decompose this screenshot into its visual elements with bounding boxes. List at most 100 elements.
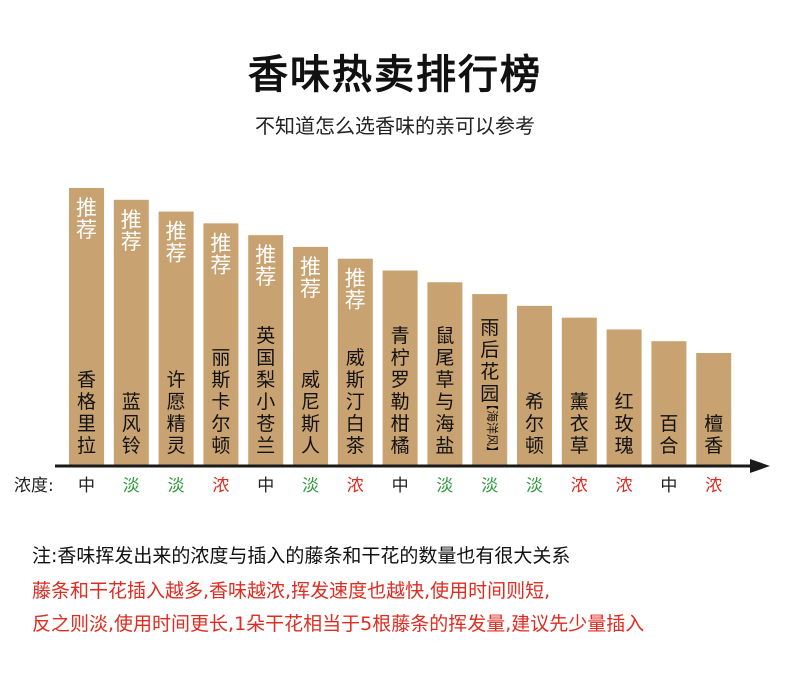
note-line-1: 注:香味挥发出来的浓度与插入的藤条和干花的数量也有很大关系 (32, 545, 571, 567)
category-label-char: 汀 (346, 391, 365, 413)
category-label-char: 拉 (77, 435, 96, 457)
category-label-char: 灵 (167, 435, 186, 457)
concentration-label: 淡 (526, 476, 543, 496)
recommend-tag-char: 荐 (255, 265, 276, 289)
bar (293, 246, 328, 465)
category-label-char: 威 (346, 347, 365, 369)
concentration-label: 浓 (347, 476, 364, 496)
category-label-char: 尾 (435, 347, 454, 369)
category-label-char: 威 (301, 369, 320, 391)
recommend-tag-char: 推 (210, 231, 231, 255)
bar (337, 258, 373, 465)
concentration-axis-label: 浓度: (14, 476, 54, 496)
bar (427, 282, 463, 465)
category-label-char: 铃 (122, 435, 141, 457)
category-label-char: 香 (704, 435, 723, 457)
category-label-char: 盐 (435, 435, 454, 457)
category-label-char: 柑 (391, 413, 410, 435)
category-label-char: 斯 (211, 369, 230, 391)
recommend-tag-char: 荐 (345, 289, 366, 313)
category-label-char: 风 (122, 413, 141, 435)
concentration-label: 中 (392, 476, 409, 496)
category-label-char: 蓝 (122, 391, 141, 413)
category-label-char: 小 (256, 391, 275, 413)
concentration-label: 淡 (168, 476, 185, 496)
recommend-tag-char: 推 (300, 255, 321, 279)
category-label-char: 白 (346, 413, 365, 435)
category-label-char: 与 (435, 391, 454, 413)
bar (696, 353, 732, 465)
category-label-char: 花 (480, 361, 499, 383)
category-label-char: 苍 (256, 413, 275, 435)
category-label-char: 英 (256, 325, 275, 347)
category-label-char: 梨 (256, 369, 275, 391)
category-label-char: 勒 (391, 391, 410, 413)
category-label-char: 园 (480, 383, 499, 405)
category-label-char: 茶 (346, 435, 365, 457)
concentration-label: 淡 (436, 476, 453, 496)
category-label-char: 薰 (570, 391, 589, 413)
recommend-tag-char: 推 (76, 196, 97, 220)
category-label-char: 雨 (480, 317, 499, 339)
recommend-tag-char: 推 (166, 220, 187, 244)
concentration-label: 淡 (481, 476, 498, 496)
bar (517, 305, 552, 465)
category-label-char: 柠 (391, 347, 410, 369)
concentration-label: 中 (257, 476, 274, 496)
concentration-label: 淡 (123, 476, 140, 496)
recommend-tag-char: 荐 (121, 230, 142, 254)
page-title: 香味热卖排行榜 (248, 52, 542, 98)
category-note: 【海洋风】 (485, 398, 500, 458)
category-label-char: 鼠 (435, 325, 454, 347)
category-label-char: 草 (435, 369, 454, 391)
recommend-tag-char: 荐 (76, 218, 97, 242)
concentration-label: 中 (78, 476, 95, 496)
bar (158, 211, 194, 465)
concentration-label: 浓 (212, 476, 229, 496)
recommend-tag-char: 推 (345, 267, 366, 291)
category-label-char: 香 (77, 369, 96, 391)
category-label-char: 希 (525, 391, 544, 413)
category-label-char: 卡 (211, 391, 230, 413)
bar (113, 199, 149, 466)
note-line-3: 反之则淡,使用时间更长,1朵干花相当于5根藤条的挥发量,建议先少量插入 (32, 613, 645, 635)
category-label-char: 人 (301, 435, 320, 457)
category-label-char: 檀 (704, 413, 723, 435)
category-label-char: 精 (167, 413, 186, 435)
category-label-char: 国 (256, 347, 275, 369)
bar (382, 270, 418, 465)
category-label-char: 后 (480, 339, 499, 361)
category-label-char: 格 (77, 391, 96, 413)
bar (203, 223, 239, 465)
category-label-char: 青 (391, 325, 410, 347)
category-label-char: 衣 (570, 413, 589, 435)
recommend-tag-char: 荐 (210, 253, 231, 277)
category-label-char: 尼 (301, 391, 320, 413)
category-label-char: 顿 (211, 435, 230, 457)
note-line-2: 藤条和干花插入越多,香味越浓,挥发速度也越快,使用时间则短, (32, 580, 551, 602)
recommend-tag-char: 荐 (166, 242, 187, 266)
category-label-char: 百 (659, 413, 678, 435)
category-label-char: 里 (77, 413, 96, 435)
recommend-tag-char: 推 (121, 208, 142, 232)
category-label-char: 草 (570, 435, 589, 457)
category-label-char: 顿 (525, 435, 544, 457)
category-label-char: 兰 (256, 435, 275, 457)
recommend-tag-char: 荐 (300, 277, 321, 301)
category-label-char: 红 (615, 391, 634, 413)
category-label-char: 瑰 (615, 435, 634, 457)
category-label-char: 许 (167, 369, 186, 391)
axis-arrow (750, 459, 770, 473)
concentration-label: 浓 (571, 476, 588, 496)
concentration-label: 淡 (302, 476, 319, 496)
category-label-char: 斯 (346, 369, 365, 391)
bar (606, 329, 642, 465)
category-label-char: 橘 (391, 435, 410, 457)
recommend-tag-char: 推 (255, 243, 276, 267)
category-label-char: 玫 (615, 413, 634, 435)
concentration-label: 浓 (616, 476, 633, 496)
category-label-char: 罗 (391, 369, 410, 391)
category-label-char: 海 (435, 413, 454, 435)
concentration-label: 浓 (705, 476, 722, 496)
